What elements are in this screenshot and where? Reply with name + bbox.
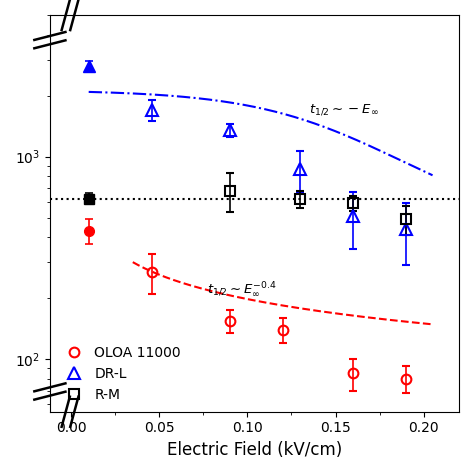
Legend: OLOA 11000, DR-L, R-M: OLOA 11000, DR-L, R-M — [57, 343, 184, 405]
Text: $t_{1/2} \sim -E_{\infty}$: $t_{1/2} \sim -E_{\infty}$ — [309, 102, 379, 117]
X-axis label: Electric Field (kV/cm): Electric Field (kV/cm) — [167, 441, 342, 459]
Text: $t_{1/2} \sim E_{\infty}^{-0.4}$: $t_{1/2} \sim E_{\infty}^{-0.4}$ — [207, 281, 276, 299]
